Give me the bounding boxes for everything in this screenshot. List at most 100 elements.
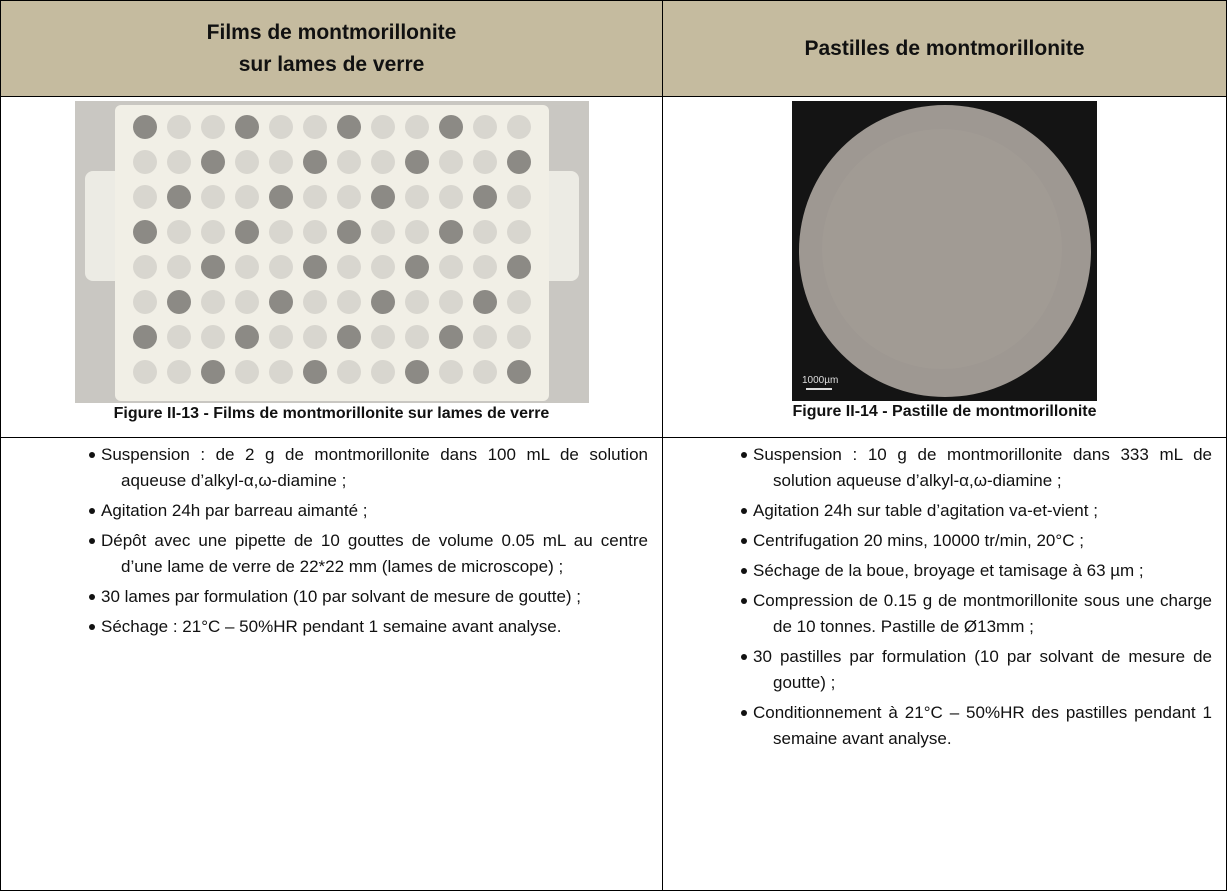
- scale-label: 1000µm: [802, 375, 838, 386]
- tray-hole: [132, 360, 157, 384]
- tray-hole: [268, 150, 293, 174]
- figure-cell: Figure II-13 - Films de montmorillonite …: [0, 96, 663, 438]
- tray-hole: [404, 360, 429, 384]
- tray-hole: [268, 220, 293, 244]
- tray-hole: [132, 185, 157, 209]
- tray-hole: [506, 185, 531, 209]
- tray-hole: [336, 255, 361, 279]
- tray-hole: [200, 220, 225, 244]
- tray-hole: [370, 150, 395, 174]
- tray-hole: [404, 150, 429, 174]
- tray-hole: [132, 255, 157, 279]
- tray-hole: [370, 325, 395, 349]
- tray-hole: [234, 325, 259, 349]
- tray-hole: [132, 115, 157, 139]
- tray-hole: [404, 325, 429, 349]
- tray-hole: [370, 255, 395, 279]
- list-cell: Suspension : 10 g de montmorillonite dan…: [662, 437, 1227, 891]
- photo-pellet: 1000µm: [792, 101, 1097, 401]
- tray-hole: [302, 360, 327, 384]
- figure-cell: 1000µm Figure II-14 - Pastille de montmo…: [662, 96, 1227, 438]
- bullet-list: Suspension : 10 g de montmorillonite dan…: [663, 438, 1226, 752]
- tray-hole: [370, 290, 395, 314]
- tray-hole: [506, 115, 531, 139]
- tray-hole: [166, 325, 191, 349]
- list-item: Conditionnement à 21°C – 50%HR des pasti…: [663, 700, 1212, 752]
- tray-hole: [336, 185, 361, 209]
- header-cell: Pastilles de montmorillonite: [662, 0, 1227, 97]
- tray-hole: [438, 115, 463, 139]
- tray-hole: [166, 115, 191, 139]
- tray-hole: [438, 185, 463, 209]
- list-item: Compression de 0.15 g de montmorillonite…: [663, 588, 1212, 640]
- tray-hole: [268, 255, 293, 279]
- bullet-list: Suspension : de 2 g de montmorillonite d…: [1, 438, 662, 640]
- list-item: Suspension : de 2 g de montmorillonite d…: [1, 442, 648, 494]
- list-item: Agitation 24h sur table d’agitation va-e…: [663, 498, 1212, 524]
- tray-hole: [438, 150, 463, 174]
- list-cell: Suspension : de 2 g de montmorillonite d…: [0, 437, 663, 891]
- tray-hole: [302, 325, 327, 349]
- tray-hole: [200, 325, 225, 349]
- tray-hole: [302, 150, 327, 174]
- tray-hole: [268, 290, 293, 314]
- tray-hole: [506, 150, 531, 174]
- tray-hole: [404, 255, 429, 279]
- tray-hole: [234, 360, 259, 384]
- tray-hole: [336, 150, 361, 174]
- tray-hole: [472, 360, 497, 384]
- tray-hole: [302, 115, 327, 139]
- tray-hole: [404, 115, 429, 139]
- tray-hole: [506, 220, 531, 244]
- tray-hole: [336, 360, 361, 384]
- tray-hole: [166, 255, 191, 279]
- list-item: Suspension : 10 g de montmorillonite dan…: [663, 442, 1212, 494]
- tray-hole: [234, 115, 259, 139]
- list-item: 30 pastilles par formulation (10 par sol…: [663, 644, 1212, 696]
- tray-hole: [200, 185, 225, 209]
- tray-hole: [438, 325, 463, 349]
- tray-hole: [302, 255, 327, 279]
- tray-hole: [268, 360, 293, 384]
- tray-hole: [234, 220, 259, 244]
- tray-hole: [472, 220, 497, 244]
- tray-hole: [404, 220, 429, 244]
- tray-hole: [370, 360, 395, 384]
- photo-tray: [74, 101, 589, 403]
- tray-hole: [132, 325, 157, 349]
- tray-hole: [438, 220, 463, 244]
- tray-hole: [234, 185, 259, 209]
- tray-hole: [166, 220, 191, 244]
- tray-hole: [370, 115, 395, 139]
- tray-hole: [336, 220, 361, 244]
- tray-hole: [438, 255, 463, 279]
- tray-hole: [302, 220, 327, 244]
- tray-hole: [200, 360, 225, 384]
- tray-hole: [438, 360, 463, 384]
- figure-caption: Figure II-14 - Pastille de montmorilloni…: [792, 403, 1097, 420]
- list-item: Séchage : 21°C – 50%HR pendant 1 semaine…: [1, 614, 648, 640]
- tray-hole: [166, 360, 191, 384]
- tray-hole: [234, 255, 259, 279]
- tray-hole: [132, 220, 157, 244]
- list-item: Séchage de la boue, broyage et tamisage …: [663, 558, 1212, 584]
- header-cell: Films de montmorillonite sur lames de ve…: [0, 0, 663, 97]
- tray-hole: [506, 360, 531, 384]
- tray-hole: [472, 185, 497, 209]
- tray-hole: [404, 185, 429, 209]
- tray-hole: [472, 255, 497, 279]
- tray-hole: [268, 115, 293, 139]
- tray-hole: [166, 150, 191, 174]
- tray-hole: [336, 325, 361, 349]
- tray-hole: [234, 150, 259, 174]
- list-item: 30 lames par formulation (10 par solvant…: [1, 584, 648, 610]
- tray-hole: [506, 290, 531, 314]
- tray-hole: [472, 150, 497, 174]
- tray-hole: [268, 325, 293, 349]
- tray-hole: [370, 185, 395, 209]
- tray-hole: [472, 325, 497, 349]
- tray-hole: [200, 150, 225, 174]
- tray-hole: [166, 185, 191, 209]
- tray-hole: [336, 115, 361, 139]
